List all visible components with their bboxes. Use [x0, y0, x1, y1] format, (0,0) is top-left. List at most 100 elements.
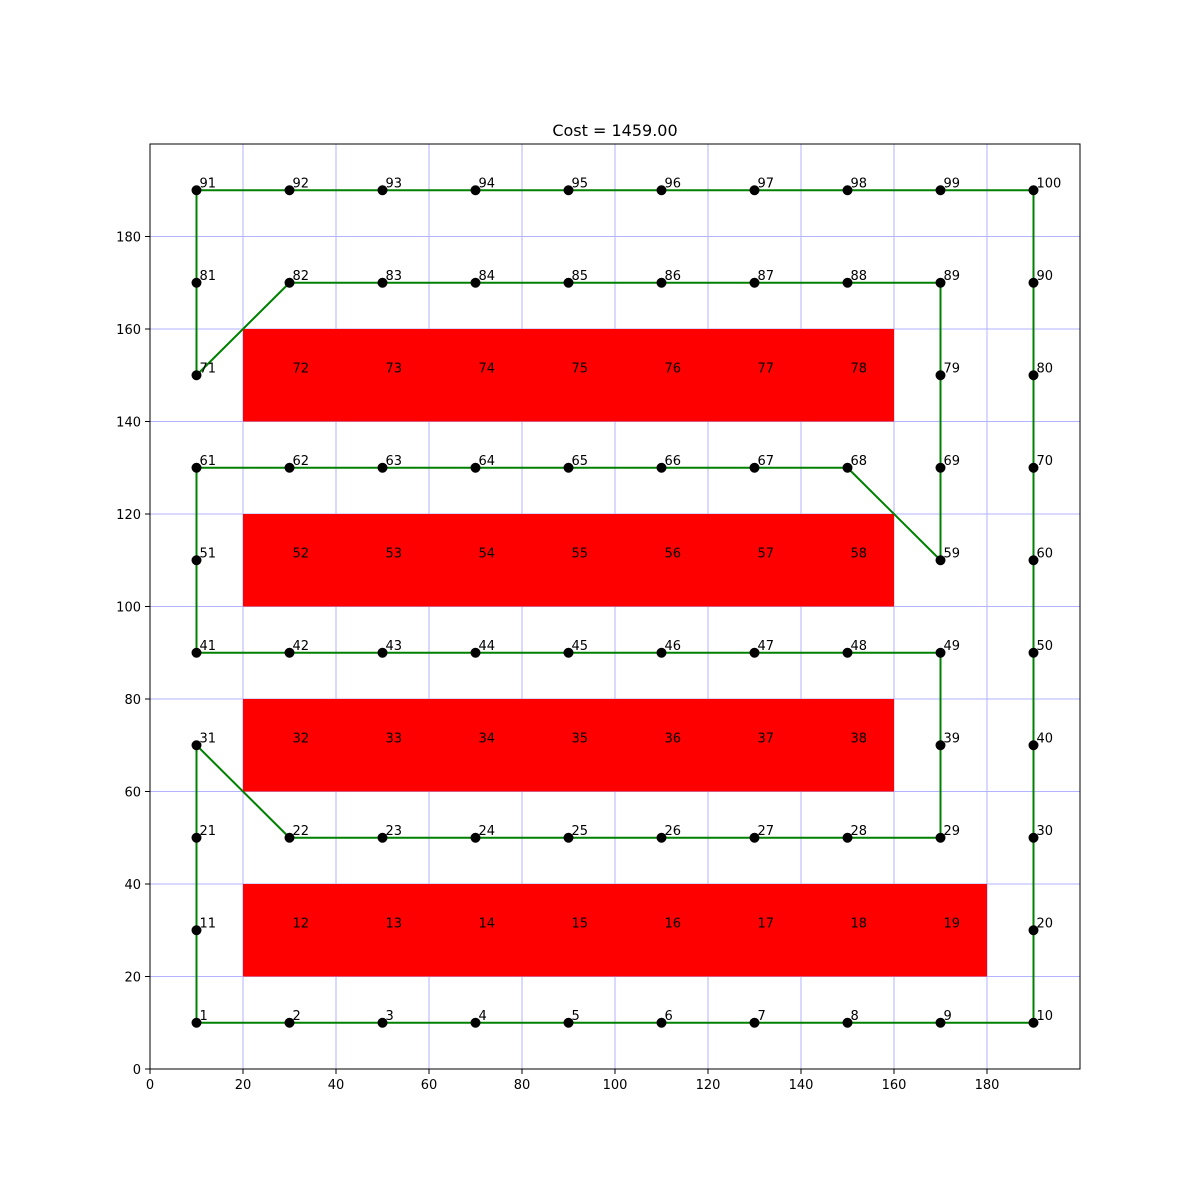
node-label: 9: [944, 1009, 952, 1024]
node-point: [935, 555, 946, 566]
node-label: 66: [665, 454, 682, 469]
y-tick-label: 0: [133, 1063, 141, 1078]
node-label: 71: [200, 361, 217, 376]
node-label: 45: [572, 639, 589, 654]
obstacle-rect: [243, 699, 894, 792]
node-label: 41: [200, 639, 217, 654]
node-point: [470, 832, 481, 843]
node-label: 56: [665, 546, 682, 561]
node-label: 83: [386, 269, 403, 284]
node-label: 68: [851, 454, 868, 469]
node-point: [749, 277, 760, 288]
node-label: 39: [944, 731, 961, 746]
node-label: 14: [479, 916, 496, 931]
node-label: 7: [758, 1009, 766, 1024]
node-label: 21: [200, 824, 217, 839]
node-markers: [191, 185, 1039, 1028]
node-label: 44: [479, 639, 496, 654]
node-point: [470, 1017, 481, 1028]
node-label: 20: [1037, 916, 1054, 931]
node-label: 24: [479, 824, 496, 839]
node-label: 91: [200, 176, 217, 191]
x-tick-label: 180: [975, 1078, 1000, 1093]
node-label: 6: [665, 1009, 673, 1024]
node-point: [284, 462, 295, 473]
node-label: 5: [572, 1009, 580, 1024]
node-label: 51: [200, 546, 217, 561]
node-label: 28: [851, 824, 868, 839]
node-label: 85: [572, 269, 589, 284]
x-tick-label: 140: [789, 1078, 814, 1093]
tour-path-line: [195, 189, 1035, 1024]
y-tick-label: 100: [116, 601, 141, 616]
node-point: [191, 185, 202, 196]
node-point: [656, 832, 667, 843]
x-tick-label: 40: [328, 1078, 345, 1093]
node-point: [935, 370, 946, 381]
node-point: [935, 647, 946, 658]
node-point: [1028, 647, 1039, 658]
node-point: [563, 832, 574, 843]
node-label: 81: [200, 269, 217, 284]
node-label: 80: [1037, 361, 1054, 376]
node-point: [842, 1017, 853, 1028]
y-tick-label: 120: [116, 508, 141, 523]
node-label: 33: [386, 731, 403, 746]
node-point: [191, 462, 202, 473]
node-label: 19: [944, 916, 961, 931]
node-label: 64: [479, 454, 496, 469]
node-label: 74: [479, 361, 496, 376]
node-point: [656, 462, 667, 473]
node-label: 52: [293, 546, 310, 561]
node-point: [470, 277, 481, 288]
y-axis-ticks: 0 20 40 60 80 100 120 140 160 180: [116, 231, 150, 1078]
obstacle-rect: [243, 514, 894, 607]
node-label: 26: [665, 824, 682, 839]
node-point: [1028, 462, 1039, 473]
node-point: [470, 647, 481, 658]
node-point: [377, 185, 388, 196]
node-label: 61: [200, 454, 217, 469]
node-point: [191, 555, 202, 566]
node-point: [377, 647, 388, 658]
node-label: 11: [200, 916, 217, 931]
node-point: [1028, 555, 1039, 566]
node-label: 75: [572, 361, 589, 376]
node-point: [842, 647, 853, 658]
node-point: [377, 462, 388, 473]
node-point: [935, 832, 946, 843]
node-point: [935, 277, 946, 288]
node-point: [1028, 277, 1039, 288]
node-label: 98: [851, 176, 868, 191]
node-label: 70: [1037, 454, 1054, 469]
y-tick-label: 180: [116, 231, 141, 246]
node-label: 3: [386, 1009, 394, 1024]
node-label: 43: [386, 639, 403, 654]
node-label: 18: [851, 916, 868, 931]
obstacle-rect: [243, 884, 987, 977]
node-point: [377, 1017, 388, 1028]
node-label: 4: [479, 1009, 487, 1024]
node-label: 58: [851, 546, 868, 561]
node-point: [935, 1017, 946, 1028]
node-label: 32: [293, 731, 310, 746]
node-point: [749, 832, 760, 843]
node-label: 99: [944, 176, 961, 191]
x-tick-label: 60: [421, 1078, 438, 1093]
node-label: 35: [572, 731, 589, 746]
obstacle-regions: [243, 329, 987, 977]
node-label: 17: [758, 916, 775, 931]
node-label: 72: [293, 361, 310, 376]
node-point: [563, 1017, 574, 1028]
node-label: 82: [293, 269, 310, 284]
node-label: 8: [851, 1009, 859, 1024]
node-point: [842, 832, 853, 843]
node-label: 89: [944, 269, 961, 284]
node-label: 67: [758, 454, 775, 469]
x-tick-label: 100: [603, 1078, 628, 1093]
node-label: 53: [386, 546, 403, 561]
node-label: 54: [479, 546, 496, 561]
node-label: 38: [851, 731, 868, 746]
node-label: 42: [293, 639, 310, 654]
node-label: 10: [1037, 1009, 1054, 1024]
